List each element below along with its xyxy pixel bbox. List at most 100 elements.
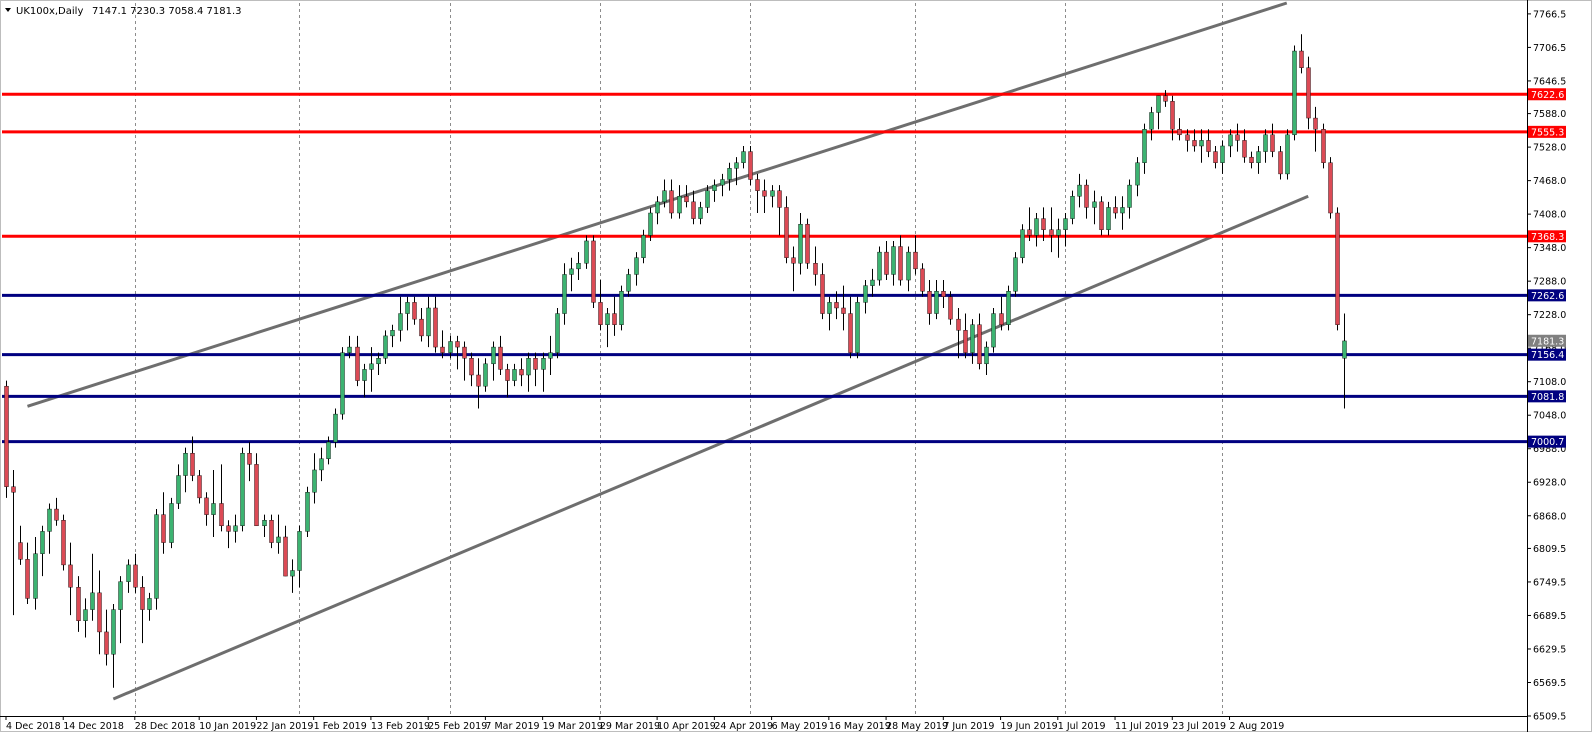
time-tick-label: 10 Jan 2019 <box>199 721 256 732</box>
candle-body <box>154 514 159 599</box>
candle <box>770 185 775 208</box>
candle <box>827 296 832 331</box>
candle <box>734 157 739 186</box>
candle <box>798 213 803 275</box>
candle-body <box>1242 140 1247 158</box>
candle-body <box>491 346 496 365</box>
candle-body <box>1199 140 1204 147</box>
candle <box>1163 90 1168 107</box>
price-tick-label: 7706.5 <box>1533 43 1566 54</box>
current-price-label: 7181.3 <box>1531 336 1564 347</box>
candle <box>254 453 259 527</box>
candle <box>1020 224 1025 264</box>
price-tick-label: 6749.5 <box>1533 577 1566 588</box>
candle-body <box>569 268 574 275</box>
candle-body <box>1292 50 1297 136</box>
candle <box>762 179 767 214</box>
candle <box>748 145 753 186</box>
candle <box>884 240 889 281</box>
candle-body <box>913 251 918 270</box>
candle <box>340 347 345 420</box>
candle <box>283 525 288 577</box>
candle <box>562 263 567 325</box>
candle <box>426 296 431 348</box>
candle <box>1206 129 1211 158</box>
candle-body <box>698 207 703 219</box>
candle <box>877 246 882 286</box>
price-tick-label: 7528.0 <box>1533 143 1566 154</box>
time-tick-label: 19 Jun 2019 <box>1001 721 1058 732</box>
candle <box>948 291 953 325</box>
candle <box>1213 145 1218 169</box>
candle <box>863 280 868 314</box>
candle <box>1228 129 1233 158</box>
candle <box>176 464 181 510</box>
candle <box>1127 179 1132 219</box>
candle-body <box>963 330 968 353</box>
candle-body <box>505 369 510 381</box>
time-tick-label: 6 May 2019 <box>772 721 828 732</box>
candle-body <box>398 313 403 331</box>
candle <box>1170 95 1175 141</box>
candle-body <box>405 302 410 314</box>
time-tick-label: 1 Jul 2019 <box>1058 721 1106 732</box>
candle <box>1092 190 1097 225</box>
candle <box>347 335 352 359</box>
candle-body <box>25 559 30 599</box>
candle <box>476 358 481 409</box>
candle-body <box>1313 117 1318 130</box>
level-price-label: 7262.6 <box>1531 291 1564 302</box>
time-tick-label: 1 Feb 2019 <box>314 721 367 732</box>
symbol-dropdown-icon[interactable] <box>5 8 11 12</box>
candle-body <box>197 475 202 499</box>
candle-body <box>848 313 853 353</box>
candle <box>855 296 860 359</box>
candle <box>290 559 295 593</box>
candle-body <box>11 486 16 493</box>
candle-body <box>247 452 252 465</box>
candle-body <box>784 207 789 258</box>
candle <box>226 520 231 549</box>
candle <box>247 442 252 482</box>
candle-body <box>533 358 538 370</box>
candle <box>741 145 746 169</box>
price-tick-label: 7348.0 <box>1533 243 1566 254</box>
candle-body <box>183 452 188 476</box>
candle-body <box>891 246 896 275</box>
candle <box>1177 118 1182 141</box>
candle-body <box>355 346 360 381</box>
candle-body <box>1249 156 1254 163</box>
candle-body <box>519 369 524 376</box>
candle-body <box>1149 112 1154 130</box>
price-tick-label: 7408.0 <box>1533 210 1566 221</box>
candle <box>455 335 460 370</box>
candle-body <box>1328 162 1333 214</box>
symbol-title: UK100x,Daily <box>16 6 83 17</box>
candle <box>1063 213 1068 247</box>
candle <box>104 609 109 666</box>
candle-body <box>33 553 38 599</box>
candle <box>920 263 925 297</box>
price-tick-label: 6988.0 <box>1533 444 1566 455</box>
candle <box>755 173 760 214</box>
candle <box>211 469 216 537</box>
candle <box>533 352 538 387</box>
candle-body <box>941 291 946 298</box>
level-price-label: 7622.6 <box>1531 90 1564 101</box>
price-tick-label: 7288.0 <box>1533 277 1566 288</box>
candle-body <box>1170 101 1175 130</box>
level-price-label-box <box>1528 125 1566 138</box>
candle <box>1084 179 1089 219</box>
candle <box>791 246 796 292</box>
candle <box>1270 123 1275 158</box>
candle-body <box>283 536 288 577</box>
candle <box>276 514 281 554</box>
candle <box>1099 196 1104 236</box>
trend-line[interactable] <box>112 194 1309 701</box>
candle <box>698 201 703 225</box>
candle <box>319 447 324 482</box>
candle-body <box>76 587 81 621</box>
candle-body <box>906 251 911 281</box>
